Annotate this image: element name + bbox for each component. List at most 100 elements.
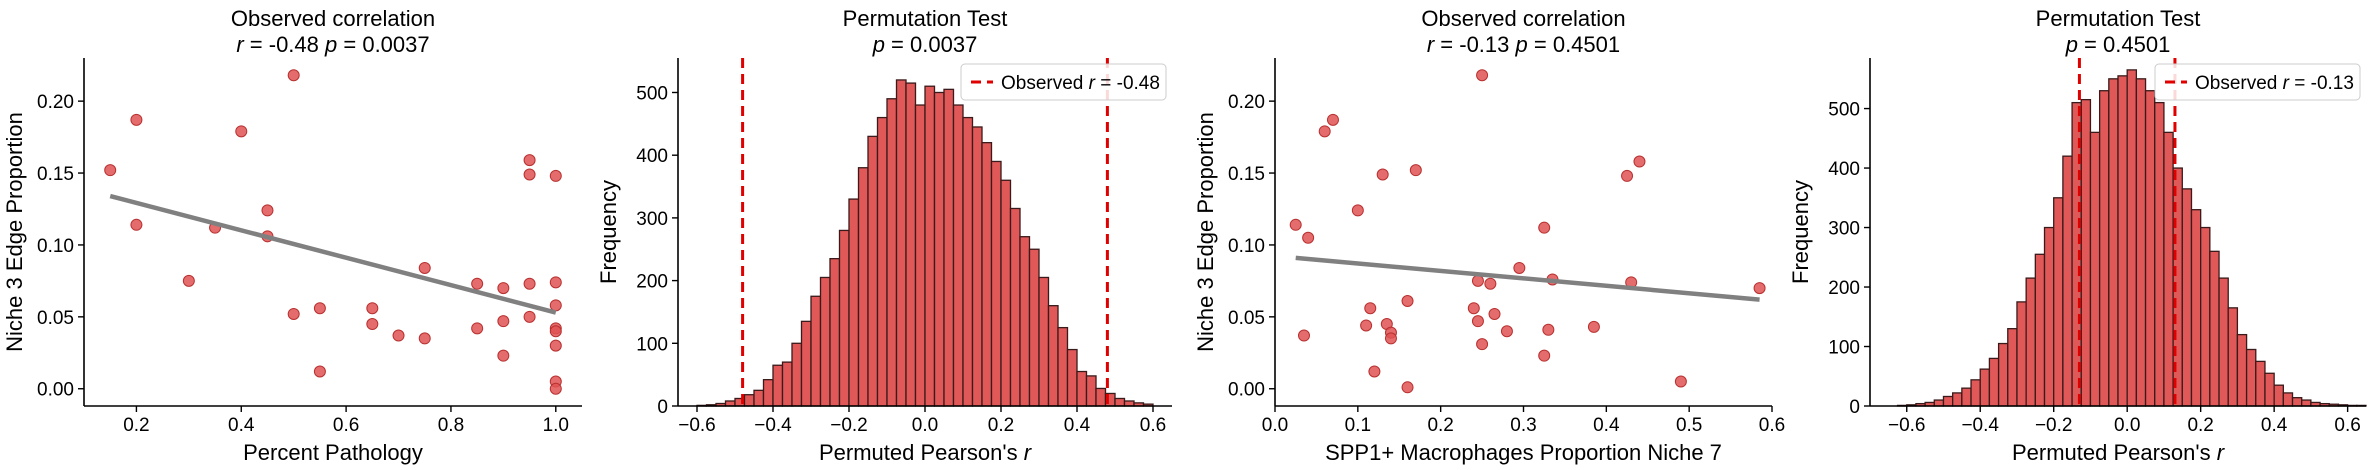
scatter-point — [471, 277, 484, 290]
x-tick-label: −0.2 — [2035, 415, 2073, 436]
x-tick-label: 0.4 — [228, 415, 255, 436]
histogram-bar — [2062, 155, 2073, 407]
scatter-point — [523, 310, 536, 323]
scatter-point — [1484, 277, 1497, 290]
x-tick-label: 0.2 — [123, 415, 149, 436]
x-tick-label: 0.4 — [1064, 415, 1091, 436]
histogram-bar — [2089, 131, 2101, 407]
scatter-point — [523, 277, 536, 290]
y-tick-label: 200 — [636, 272, 668, 293]
histogram-bar — [2255, 360, 2266, 407]
legend-box — [2154, 63, 2361, 101]
y-tick-label: 0.00 — [1228, 380, 1265, 401]
y-tick-label: 0.05 — [37, 308, 74, 329]
histogram-bar — [2025, 277, 2036, 407]
histogram-bar — [2273, 384, 2284, 407]
x-tick-label: 0.6 — [1759, 415, 1785, 436]
scatter-point — [549, 169, 562, 182]
scatter-point — [1384, 332, 1397, 345]
scatter-point — [1753, 282, 1766, 295]
histogram-bar — [2098, 90, 2110, 407]
histogram-bar — [2227, 307, 2239, 407]
scatter-point — [1318, 125, 1331, 138]
histogram-bar — [2209, 250, 2220, 407]
scatter-point — [235, 125, 248, 138]
scatter-point — [549, 276, 562, 289]
x-tick-label: 0.2 — [2187, 415, 2213, 436]
legend-label: Observed r = -0.13 — [2195, 73, 2354, 94]
y-tick-label: 100 — [1828, 338, 1860, 359]
scatter-point — [1476, 69, 1489, 82]
y-axis-label: Niche 3 Edge Proportion — [1193, 112, 1218, 352]
histogram-bar — [2245, 348, 2257, 407]
x-tick-label: 0.0 — [912, 415, 938, 436]
histogram-bar — [2282, 392, 2294, 407]
x-tick-label: −0.6 — [1888, 415, 1926, 436]
chart-title: Permutation Test — [2036, 6, 2201, 31]
histogram-bar — [2163, 131, 2174, 407]
scatter-point — [1621, 169, 1634, 182]
x-tick-label: 0.3 — [1510, 415, 1536, 436]
histogram-bar — [2117, 75, 2128, 407]
scatter-point — [549, 339, 562, 352]
scatter-point — [182, 274, 195, 287]
histogram-bar — [2016, 301, 2027, 407]
scatter-point — [1302, 231, 1315, 244]
x-tick-label: 0.6 — [333, 415, 359, 436]
scatter-point — [1297, 329, 1310, 342]
scatter-point — [1538, 221, 1551, 234]
scatter-point — [497, 282, 510, 295]
scatter-point — [418, 261, 431, 274]
y-tick-label: 0.15 — [37, 164, 74, 185]
scatter-point — [287, 69, 300, 82]
histogram-bar — [2200, 226, 2211, 407]
y-axis-label: Frequency — [596, 180, 621, 284]
histogram-bar — [2034, 253, 2046, 407]
histogram-bar — [1952, 392, 1963, 407]
histogram-bar — [2154, 101, 2165, 407]
chart-subtitle: p = 0.4501 — [2065, 32, 2171, 57]
chart-title: Observed correlation — [231, 6, 435, 31]
scatter-point — [1674, 375, 1687, 388]
histogram-bar — [1942, 395, 1954, 407]
x-tick-label: −0.6 — [678, 415, 716, 436]
y-tick-label: 100 — [636, 334, 668, 355]
y-tick-label: 300 — [1828, 219, 1860, 240]
scatter-point — [1401, 295, 1414, 308]
scatter-point — [1376, 168, 1389, 181]
y-tick-label: 300 — [636, 209, 668, 230]
y-tick-label: 200 — [1828, 278, 1860, 299]
chart-title: Observed correlation — [1421, 6, 1625, 31]
scatter-point — [1488, 307, 1501, 320]
histogram-bar — [2218, 277, 2229, 407]
histogram-bar — [2080, 98, 2092, 407]
x-tick-label: 0.4 — [2261, 415, 2288, 436]
scatter-point — [287, 307, 300, 320]
y-tick-label: 0 — [1849, 397, 1860, 418]
y-axis-label: Niche 3 Edge Proportion — [2, 112, 27, 352]
y-tick-label: 400 — [1828, 159, 1860, 180]
x-tick-label: 1.0 — [543, 415, 569, 436]
scatter-point — [1587, 320, 1600, 333]
x-tick-label: 0.5 — [1676, 415, 1702, 436]
scatter-point — [523, 154, 536, 167]
y-tick-label: 400 — [636, 146, 668, 167]
scatter-point — [1467, 302, 1480, 315]
scatter-point — [130, 113, 143, 126]
y-tick-label: 0.10 — [37, 236, 74, 257]
x-axis-label: SPP1+ Macrophages Proportion Niche 7 — [1325, 440, 1722, 465]
histogram-bar — [2007, 328, 2018, 407]
histogram-bar — [1933, 399, 1945, 407]
scatter-point — [1633, 155, 1646, 168]
scatter-point — [1351, 204, 1364, 217]
scatter-point — [497, 349, 510, 362]
scatter-point — [1326, 113, 1339, 126]
scatter-point — [130, 218, 143, 231]
scatter-point — [523, 168, 536, 181]
y-tick-label: 0 — [657, 397, 668, 418]
